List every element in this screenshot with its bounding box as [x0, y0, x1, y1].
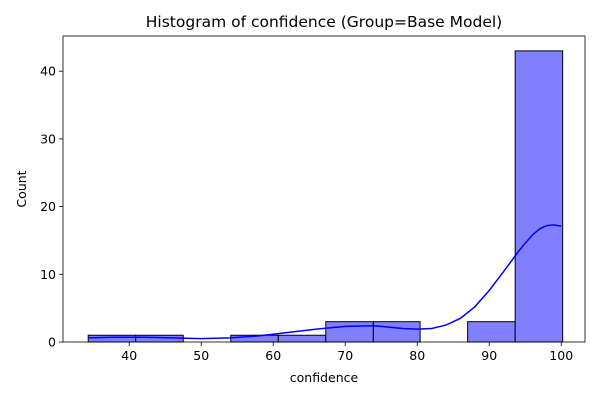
x-axis-label: confidence [290, 370, 359, 385]
histogram-bar [372, 321, 421, 343]
x-tick-label: 50 [193, 348, 209, 363]
histogram-bar [514, 50, 564, 343]
plot-area: 40 50 60 70 80 90 100 0 10 20 30 40 [40, 35, 586, 363]
y-tick-label: 0 [48, 335, 56, 350]
histogram-bar [87, 334, 137, 343]
y-tick-label: 20 [40, 199, 56, 214]
x-tick-label: 90 [481, 348, 497, 363]
kde-line [88, 224, 562, 340]
y-tick-label: 40 [40, 64, 56, 79]
x-tick-label: 80 [409, 348, 425, 363]
histogram-bar [325, 321, 374, 343]
histogram-bar [467, 321, 516, 343]
histogram-bar [277, 334, 327, 343]
x-tick-label: 40 [121, 348, 137, 363]
x-tick-label: 100 [549, 348, 573, 363]
x-tick-label: 60 [265, 348, 281, 363]
chart-title: Histogram of confidence (Group=Base Mode… [146, 13, 502, 31]
y-tick-label: 10 [40, 267, 56, 282]
y-axis-label: Count [14, 170, 29, 207]
y-tick-label: 30 [40, 131, 56, 146]
x-tick-label: 70 [337, 348, 353, 363]
axes-frame [62, 35, 586, 343]
